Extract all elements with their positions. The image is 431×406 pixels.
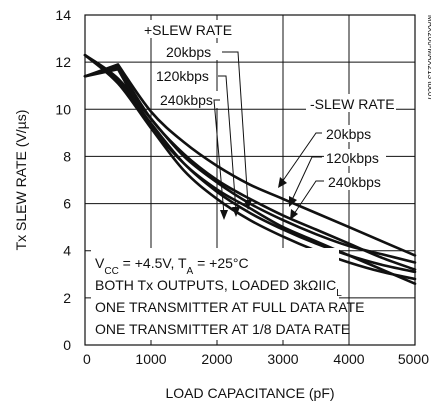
series-line-4: [83, 65, 417, 271]
y-tick-label: 6: [63, 196, 71, 212]
plus-arrow-240kbps: [220, 210, 228, 220]
minus-slew-annotations: -SLEW RATE 20kbps 120kbps 240kbps: [278, 94, 396, 220]
minus-label-20kbps: 20kbps: [326, 126, 371, 142]
minus-arrow-20kbps: [278, 177, 287, 188]
y-tick-label: 2: [63, 290, 71, 306]
plus-leader-20kbps: [222, 51, 249, 205]
minus-arrow-240kbps: [290, 209, 298, 220]
plus-leader-120kbps: [218, 75, 237, 212]
series-line-5: [83, 67, 417, 285]
x-tick-label: 4000: [333, 351, 364, 367]
y-axis-label: Tx SLEW RATE (V/µs): [13, 110, 29, 251]
minus-leader-240kbps: [293, 180, 324, 215]
y-tick-label: 0: [63, 337, 71, 353]
series-line-2: [83, 53, 417, 281]
x-tick-label: 5000: [398, 351, 429, 367]
plus-arrow-20kbps: [244, 200, 252, 210]
plot-frame: [84, 14, 416, 346]
minus-slew-header: -SLEW RATE: [310, 96, 395, 112]
plus-arrow-120kbps: [232, 207, 240, 217]
x-axis-label: LOAD CAPACITANCE (pF): [165, 385, 334, 401]
x-tick-label: 3000: [267, 351, 298, 367]
minus-arrow-120kbps: [289, 196, 297, 207]
minus-label-120kbps: 120kbps: [326, 150, 379, 166]
plus-label-20kbps: 20kbps: [166, 44, 211, 60]
plus-leader-240kbps: [213, 99, 225, 215]
condition-line-3: ONE TRANSMITTER AT FULL DATA RATE: [95, 299, 364, 315]
y-tick-label: 14: [55, 7, 71, 23]
x-tick-label: 2000: [201, 351, 232, 367]
plus-slew-annotations: +SLEW RATE 20kbps 120kbps 240kbps: [140, 20, 252, 220]
y-tick-label: 8: [63, 148, 71, 164]
y-tick-label: 4: [63, 243, 71, 259]
x-tick-label: 1000: [135, 351, 166, 367]
minus-label-240kbps: 240kbps: [328, 174, 381, 190]
plus-label-120kbps: 120kbps: [156, 68, 209, 84]
conditions-block: VCC = +4.5V, TA = +25°C BOTH Tx OUTPUTS,…: [91, 248, 364, 340]
y-tick-label: 12: [55, 54, 71, 70]
figure-id: MAX200-MAX213 toc07: [426, 15, 431, 101]
series-line-3: [83, 63, 417, 257]
minus-leader-20kbps: [281, 132, 322, 183]
plus-label-240kbps: 240kbps: [160, 92, 213, 108]
curves: [83, 53, 417, 285]
y-tick-label: 10: [55, 101, 71, 117]
tick-labels: 0 1000 2000 3000 4000 5000 0 2 4 6 8 10 12 14: [55, 7, 429, 367]
x-tick-label: 0: [83, 351, 91, 367]
minus-leader-120kbps: [291, 156, 322, 201]
condition-line-4: ONE TRANSMITTER AT 1/8 DATA RATE: [95, 321, 350, 337]
plus-slew-header: +SLEW RATE: [144, 22, 232, 38]
